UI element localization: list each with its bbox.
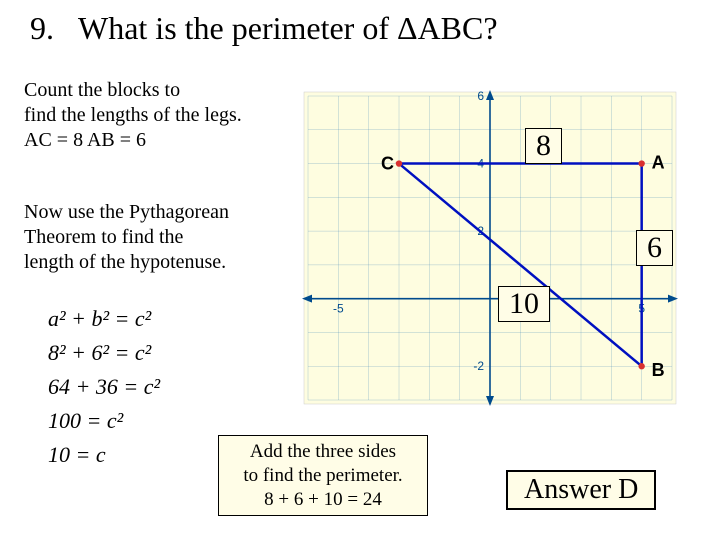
question-text: What is the perimeter of ΔABC? <box>78 10 498 47</box>
question-number: 9. <box>30 10 54 47</box>
p1-line1: Count the blocks to <box>24 78 242 103</box>
add-l1: Add the three sides <box>225 440 421 464</box>
svg-text:6: 6 <box>477 89 484 103</box>
svg-text:-2: -2 <box>473 359 484 373</box>
p1-line2: find the lengths of the legs. <box>24 103 242 128</box>
add-l3: 8 + 6 + 10 = 24 <box>225 488 421 512</box>
add-l2: to find the perimeter. <box>225 464 421 488</box>
paragraph-1: Count the blocks to find the lengths of … <box>24 78 242 153</box>
p1-line3: AC = 8 AB = 6 <box>24 128 242 153</box>
eq-3: 64 + 36 = c² <box>48 370 160 404</box>
equations: a² + b² = c² 8² + 6² = c² 64 + 36 = c² 1… <box>48 302 160 472</box>
eq-2: 8² + 6² = c² <box>48 336 160 370</box>
side-length-6: 6 <box>636 230 673 266</box>
side-length-8: 8 <box>525 128 562 164</box>
side-length-10: 10 <box>498 286 550 322</box>
svg-text:-5: -5 <box>333 302 344 316</box>
svg-text:A: A <box>652 153 665 173</box>
eq-1: a² + b² = c² <box>48 302 160 336</box>
add-sides-box: Add the three sides to find the perimete… <box>218 435 428 516</box>
svg-text:C: C <box>381 154 394 174</box>
coordinate-graph: -55-2246ABC <box>290 78 690 418</box>
paragraph-2: Now use the Pythagorean Theorem to find … <box>24 200 229 275</box>
eq-4: 100 = c² <box>48 404 160 438</box>
svg-text:B: B <box>652 360 665 380</box>
p2-line2: Theorem to find the <box>24 225 229 250</box>
p2-line1: Now use the Pythagorean <box>24 200 229 225</box>
p2-line3: length of the hypotenuse. <box>24 250 229 275</box>
answer-box: Answer D <box>506 470 656 510</box>
eq-5: 10 = c <box>48 438 160 472</box>
